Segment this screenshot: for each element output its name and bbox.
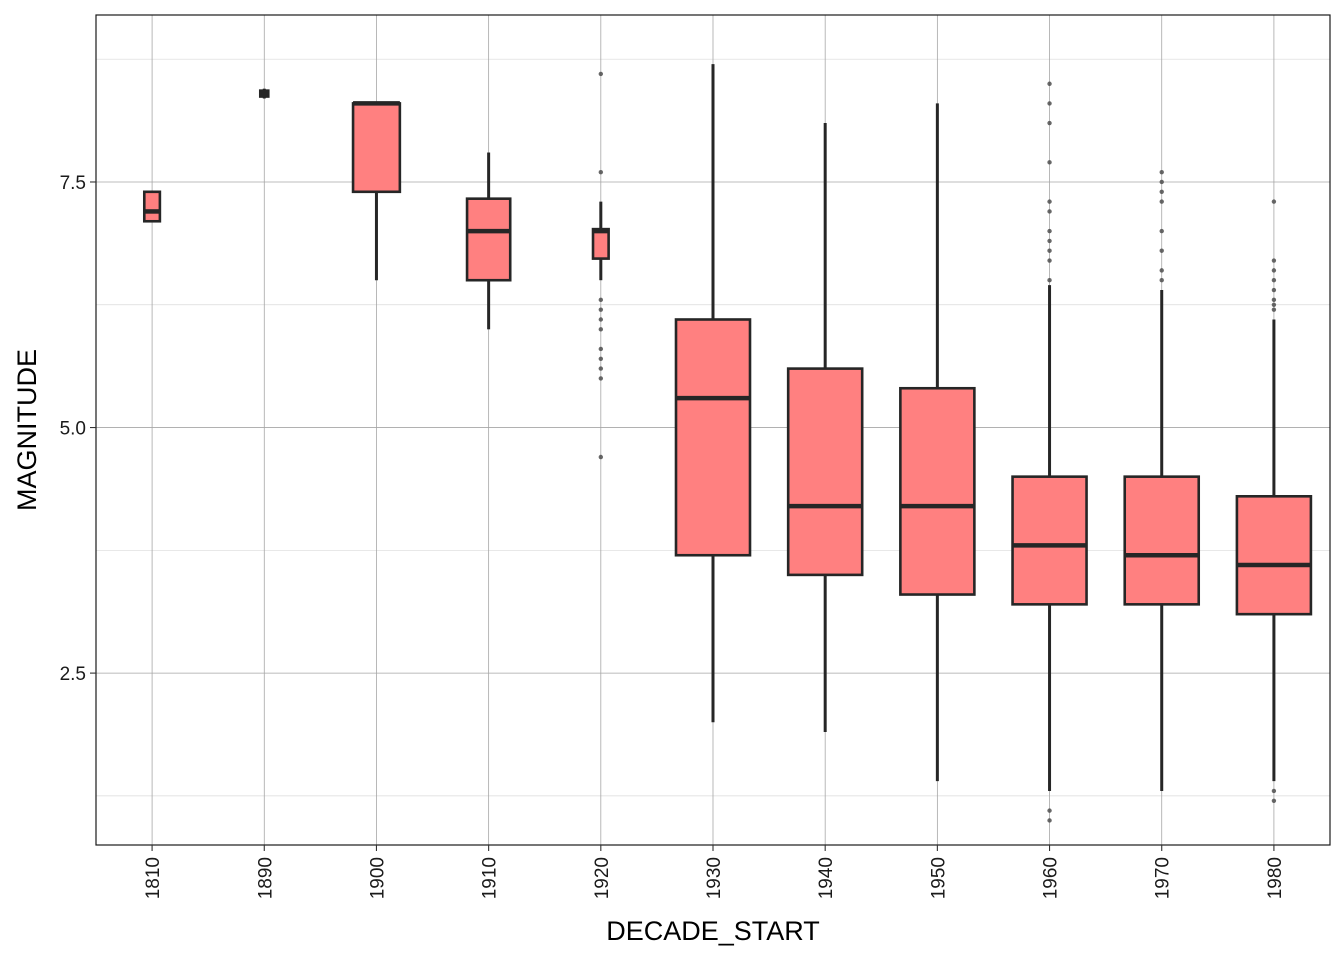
box-iqr — [351, 102, 402, 194]
outlier-point — [598, 376, 604, 381]
outlier-point — [1159, 169, 1164, 175]
box-1920 — [591, 71, 610, 460]
outlier-point — [598, 327, 604, 332]
x-tick-label: 1980 — [1265, 857, 1286, 899]
outlier-point — [1159, 278, 1164, 283]
outlier-point — [1159, 179, 1164, 185]
outlier-point — [1159, 228, 1164, 234]
outlier-point — [1047, 258, 1052, 263]
outlier-point — [1159, 248, 1164, 253]
outlier-point — [598, 454, 604, 460]
outlier-point — [1047, 238, 1052, 244]
box-iqr — [1235, 495, 1313, 616]
outlier-point — [1159, 189, 1164, 195]
outlier-point — [598, 307, 604, 312]
outlier-point — [1047, 808, 1052, 813]
outlier-point — [1271, 302, 1277, 307]
x-tick-label: 1900 — [367, 857, 388, 899]
outlier-point — [598, 169, 604, 175]
x-tick-label: 1930 — [704, 857, 725, 899]
box-iqr — [899, 386, 976, 596]
outlier-point — [1047, 120, 1052, 126]
outlier-point — [598, 71, 604, 77]
outlier-point — [598, 366, 604, 371]
outlier-point — [1271, 258, 1277, 263]
x-tick-label: 1810 — [143, 857, 164, 899]
x-axis-title: DECADE_START — [606, 916, 820, 946]
box-iqr — [786, 367, 864, 577]
outlier-point — [598, 297, 604, 303]
box-iqr — [674, 318, 752, 557]
box-1890 — [258, 88, 270, 99]
axes: 2.5 5.0 7.5 1810 1890 1900 1910 1920 1930 1940 195… — [60, 173, 1286, 899]
outlier-point — [1047, 209, 1052, 214]
box-series — [142, 64, 1313, 823]
y-axis-title: MAGNITUDE — [12, 349, 42, 511]
outlier-point — [1271, 199, 1277, 204]
outlier-point — [1047, 278, 1052, 283]
outlier-point — [1047, 248, 1052, 253]
outlier-point — [1271, 788, 1277, 794]
outlier-point — [1047, 160, 1052, 165]
box-1900 — [351, 101, 402, 281]
outlier-point — [1159, 268, 1164, 273]
box-iqr — [1123, 475, 1201, 606]
box-1960 — [1011, 81, 1088, 823]
box-1910 — [465, 152, 512, 330]
box-iqr — [142, 190, 162, 223]
box-1970 — [1123, 169, 1201, 791]
box-iqr — [591, 227, 610, 260]
x-tick-label: 1890 — [255, 857, 276, 899]
box-1980 — [1235, 199, 1313, 803]
x-tick-label: 1910 — [480, 857, 501, 899]
outlier-point — [1271, 278, 1277, 283]
outlier-point — [1047, 81, 1052, 86]
outlier-point — [598, 346, 604, 352]
outlier-point — [1271, 798, 1277, 803]
outlier-point — [1271, 287, 1277, 293]
outlier-point — [1047, 101, 1052, 106]
y-tick-label: 7.5 — [60, 173, 86, 194]
x-tick-label: 1960 — [1041, 857, 1062, 899]
x-tick-label: 1950 — [928, 857, 949, 899]
outlier-point — [1047, 818, 1052, 823]
box-1940 — [786, 123, 864, 733]
outlier-point — [598, 317, 604, 322]
x-tick-label: 1970 — [1153, 857, 1174, 899]
outlier-point — [1271, 268, 1277, 273]
outlier-point — [598, 356, 604, 361]
outlier-point — [1047, 228, 1052, 234]
box-1930 — [674, 64, 752, 723]
y-tick-label: 2.5 — [60, 664, 86, 685]
box-iqr — [465, 197, 512, 282]
x-tick-label: 1920 — [592, 857, 613, 899]
outlier-point — [1271, 307, 1277, 312]
box-1810 — [142, 190, 162, 223]
outlier-point — [1159, 199, 1164, 204]
outlier-point — [1271, 297, 1277, 303]
outlier-point — [1047, 199, 1052, 204]
x-tick-label: 1940 — [816, 857, 837, 899]
box-iqr — [1011, 475, 1088, 606]
y-tick-label: 5.0 — [60, 419, 86, 440]
box-1950 — [899, 103, 976, 782]
